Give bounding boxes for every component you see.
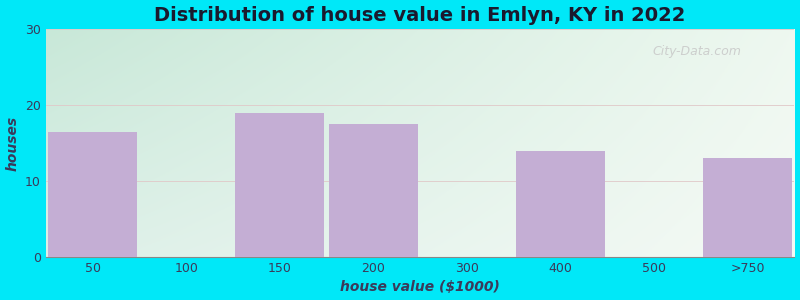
Bar — [329, 124, 418, 257]
Y-axis label: houses: houses — [6, 116, 19, 170]
Bar — [48, 132, 137, 257]
Text: City-Data.com: City-Data.com — [652, 45, 741, 58]
Title: Distribution of house value in Emlyn, KY in 2022: Distribution of house value in Emlyn, KY… — [154, 6, 686, 25]
Bar — [516, 151, 605, 257]
Bar — [235, 112, 324, 257]
Bar — [703, 158, 792, 257]
X-axis label: house value ($1000): house value ($1000) — [340, 280, 500, 294]
